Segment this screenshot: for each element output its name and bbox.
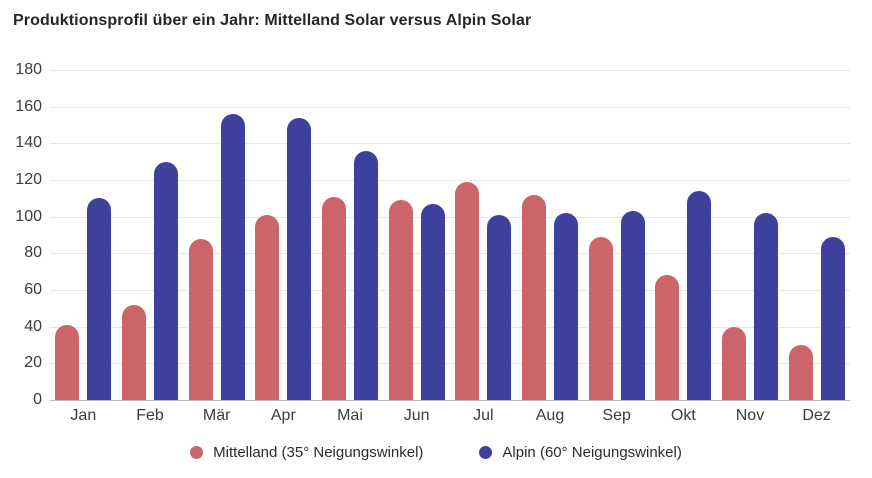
y-axis-tick-label-160: 160 bbox=[15, 97, 42, 115]
bar-mittelland-feb bbox=[121, 304, 146, 400]
bar-mittelland-jun bbox=[388, 200, 413, 400]
y-axis-tick-label-140: 140 bbox=[15, 134, 42, 152]
x-axis-line bbox=[50, 400, 850, 401]
bar-alpin-apr bbox=[287, 117, 312, 400]
x-axis-tick-label-apr: Apr bbox=[270, 407, 296, 424]
y-axis-tick-label-100: 100 bbox=[15, 207, 42, 225]
legend-item-alpin: Alpin (60° Neigungswinkel) bbox=[479, 444, 682, 461]
x-axis-tick-label-mär: Mär bbox=[202, 407, 231, 424]
bar-mittelland-sep bbox=[588, 236, 613, 400]
bar-alpin-jan bbox=[87, 198, 112, 400]
gridline-40 bbox=[50, 326, 850, 328]
x-axis-tick-label-sep: Sep bbox=[602, 407, 631, 424]
bar-alpin-feb bbox=[153, 161, 178, 400]
bar-group-nov bbox=[717, 70, 784, 400]
gridline-60 bbox=[50, 290, 850, 291]
gridline-20 bbox=[50, 363, 850, 365]
x-axis-tick-label-mai: Mai bbox=[337, 407, 363, 424]
bar-group-mär bbox=[183, 70, 250, 400]
bar-group-feb bbox=[117, 70, 184, 400]
bar-alpin-aug bbox=[553, 213, 578, 400]
bar-alpin-jul bbox=[487, 214, 512, 400]
bar-group-apr bbox=[250, 70, 317, 400]
bar-alpin-sep bbox=[620, 211, 645, 400]
bar-group-mai bbox=[317, 70, 384, 400]
y-axis-tick-label-0: 0 bbox=[33, 391, 42, 408]
bar-group-sep bbox=[583, 70, 650, 400]
y-axis-tick-label-20: 20 bbox=[24, 354, 42, 372]
gridline-120 bbox=[50, 180, 850, 181]
gridline-180 bbox=[50, 70, 850, 71]
y-axis-tick-label-120: 120 bbox=[15, 171, 42, 188]
bar-alpin-nov bbox=[753, 213, 778, 400]
x-axis-tick-label-aug: Aug bbox=[535, 407, 565, 424]
bar-mittelland-mai bbox=[321, 196, 346, 400]
bar-alpin-dez bbox=[820, 236, 845, 400]
bar-mittelland-dez bbox=[788, 345, 813, 400]
bar-mittelland-jul bbox=[455, 181, 480, 400]
x-axis-tick-label-jun: Jun bbox=[403, 407, 430, 424]
bar-mittelland-okt bbox=[655, 275, 680, 400]
chart-title: Produktionsprofil über ein Jahr: Mittell… bbox=[13, 12, 532, 29]
gridline-160 bbox=[50, 106, 850, 108]
bar-group-jan bbox=[50, 70, 117, 400]
y-axis-tick-label-60: 60 bbox=[24, 281, 42, 298]
chart-legend: Mittelland (35° Neigungswinkel) Alpin (60… bbox=[0, 444, 872, 461]
bar-group-okt bbox=[650, 70, 717, 400]
gridline-100 bbox=[50, 216, 850, 218]
x-axis-tick-label-jul: Jul bbox=[473, 407, 494, 424]
y-axis-tick-label-180: 180 bbox=[15, 61, 42, 78]
bar-group-jun bbox=[383, 70, 450, 400]
x-axis-tick-label-nov: Nov bbox=[735, 407, 765, 424]
legend-label-mittelland: Mittelland (35° Neigungswinkel) bbox=[213, 444, 424, 461]
bar-mittelland-nov bbox=[721, 326, 746, 400]
x-axis-tick-label-jan: Jan bbox=[70, 407, 97, 424]
x-axis-tick-label-dez: Dez bbox=[802, 407, 831, 424]
gridline-80 bbox=[50, 253, 850, 255]
gridline-140 bbox=[50, 143, 850, 145]
legend-label-alpin: Alpin (60° Neigungswinkel) bbox=[502, 444, 682, 461]
bar-alpin-okt bbox=[687, 191, 712, 400]
bar-group-aug bbox=[517, 70, 584, 400]
bar-mittelland-apr bbox=[255, 214, 280, 400]
y-axis-tick-label-40: 40 bbox=[24, 317, 42, 335]
legend-dot-mittelland bbox=[190, 446, 204, 459]
bar-alpin-mär bbox=[220, 114, 245, 400]
legend-item-mittelland: Mittelland (35° Neigungswinkel) bbox=[190, 444, 423, 461]
bar-alpin-jun bbox=[420, 203, 445, 400]
bar-alpin-mai bbox=[353, 150, 378, 400]
bar-mittelland-mär bbox=[188, 238, 213, 400]
bar-group-jul bbox=[450, 70, 517, 400]
bar-mittelland-jan bbox=[55, 324, 80, 400]
x-axis-tick-label-feb: Feb bbox=[136, 407, 164, 424]
bar-group-dez bbox=[783, 70, 850, 400]
x-axis-tick-label-okt: Okt bbox=[670, 407, 696, 424]
legend-dot-alpin bbox=[479, 446, 493, 459]
y-axis-tick-label-80: 80 bbox=[24, 244, 42, 262]
bar-mittelland-aug bbox=[521, 194, 546, 400]
